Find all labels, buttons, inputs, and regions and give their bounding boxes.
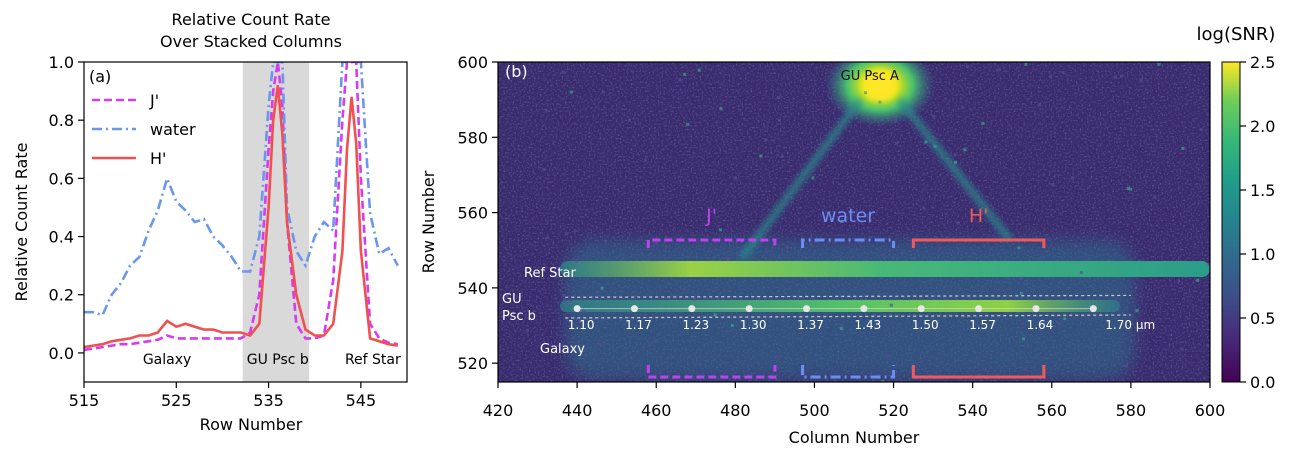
- panel-b-ytick-3: 580: [457, 128, 488, 147]
- panel-a-axes-frame: [83, 61, 408, 383]
- colorbar-tick-0: 0.0: [1250, 373, 1275, 392]
- panel-a-legend: J' water H': [92, 91, 196, 168]
- panel-b-axes-frame: [497, 61, 1211, 383]
- colorbar-tick-2: 1.0: [1250, 245, 1275, 264]
- panel-a-ytick-4: 0.8: [49, 111, 74, 130]
- panel-b-label: (b): [505, 62, 528, 81]
- wavelength-marker-6: [917, 305, 925, 313]
- panel-b-ytick-2: 560: [457, 204, 488, 223]
- panel-a-title-line2: Over Stacked Columns: [160, 32, 342, 51]
- heatmap-annotation-3: Psc b: [502, 309, 536, 324]
- region-label-1: GU Psc b: [247, 352, 309, 368]
- wavelength-label-9: 1.70 μm: [1105, 318, 1155, 332]
- panel-a-ytick-2: 0.4: [49, 228, 74, 247]
- wavelength-marker-4: [803, 305, 811, 313]
- panel-a-ylabel: Relative Count Rate: [12, 143, 31, 302]
- region-label-2: Ref Star: [345, 352, 401, 368]
- panel-b-xtick-4: 500: [799, 401, 830, 420]
- panel-b-xtick-6: 540: [957, 401, 988, 420]
- panel-b-ylabel: Row Number: [419, 170, 438, 273]
- wavelength-label-0: 1.10: [568, 318, 595, 332]
- legend-entry-0: J': [149, 91, 159, 110]
- filter-label-0: J': [705, 205, 717, 227]
- series-line-2: [84, 85, 398, 349]
- heatmap-annotation-2: GU: [502, 292, 522, 307]
- series-line-1: [84, 62, 399, 317]
- colorbar-tick-4: 2.0: [1250, 117, 1275, 136]
- panel-a-xtick-2: 535: [253, 391, 284, 410]
- series-line-0: [84, 62, 399, 352]
- guide-line-upper: [565, 294, 1131, 298]
- region-label-0: Galaxy: [143, 352, 191, 368]
- panel-b-xtick-5: 520: [878, 401, 909, 420]
- colorbar: [1221, 61, 1241, 383]
- panel-b-xtick-7: 560: [1037, 401, 1068, 420]
- filter-label-1: water: [821, 205, 875, 227]
- panel-a-ytick-3: 0.6: [49, 169, 74, 188]
- filter-bracket-top-2: [911, 238, 1046, 248]
- wavelength-label-6: 1.50: [912, 318, 939, 332]
- guide-line-lower: [565, 314, 1131, 319]
- wavelength-label-8: 1.64: [1027, 318, 1054, 332]
- panel-b-xlabel: Column Number: [789, 428, 920, 447]
- panel-b-xtick-0: 420: [483, 401, 514, 420]
- filter-bracket-bottom-1: [801, 365, 896, 379]
- wavelength-marker-8: [1032, 305, 1040, 313]
- wavelength-marker-0: [573, 305, 581, 313]
- panel-b-xtick-1: 440: [562, 401, 593, 420]
- wavelength-label-3: 1.30: [740, 318, 767, 332]
- panel-a: Relative Count Rate Over Stacked Columns…: [12, 10, 408, 434]
- filter-bracket-bottom-2: [911, 365, 1046, 379]
- diffraction-spike-left: [738, 97, 864, 261]
- filter-bracket-bottom-0: [646, 365, 777, 379]
- filter-label-2: H': [969, 205, 989, 227]
- wavelength-label-7: 1.57: [969, 318, 996, 332]
- diffraction-spike-right: [896, 97, 1014, 243]
- panel-b-xtick-3: 480: [720, 401, 751, 420]
- panel-a-ytick-1: 0.2: [49, 286, 74, 305]
- panel-b-xtick-9: 600: [1195, 401, 1226, 420]
- filter-bracket-top-1: [801, 238, 896, 248]
- legend-entry-1: water: [150, 120, 196, 139]
- colorbar-tick-5: 2.5: [1250, 53, 1275, 72]
- colorbar-tick-1: 0.5: [1250, 309, 1275, 328]
- wavelength-label-4: 1.37: [797, 318, 824, 332]
- wavelength-label-1: 1.17: [625, 318, 652, 332]
- wavelength-marker-7: [975, 305, 983, 313]
- heatmap-annotation-1: Ref Star: [524, 266, 576, 281]
- wavelength-label-5: 1.43: [855, 318, 882, 332]
- ref-star-trace: [560, 261, 1210, 277]
- panel-a-xtick-0: 515: [69, 391, 100, 410]
- panel-b-ytick-1: 540: [457, 279, 488, 298]
- gu-psc-a-core: [862, 69, 898, 101]
- panel-a-label: (a): [89, 67, 111, 86]
- wavelength-marker-5: [860, 305, 868, 313]
- panel-b-xtick-2: 460: [641, 401, 672, 420]
- heatmap-annotation-0: GU Psc A: [841, 69, 899, 84]
- wavelength-marker-1: [630, 305, 638, 313]
- wavelength-marker-3: [745, 305, 753, 313]
- panel-b-ytick-0: 520: [457, 354, 488, 373]
- panel-a-ytick-0: 0.0: [49, 344, 74, 363]
- wavelength-marker-9: [1089, 305, 1097, 313]
- heatmap-annotation-4: Galaxy: [540, 342, 585, 357]
- panel-a-xtick-1: 525: [161, 391, 192, 410]
- legend-entry-2: H': [150, 149, 166, 168]
- wavelength-marker-2: [688, 305, 696, 313]
- panel-a-xtick-3: 545: [346, 391, 377, 410]
- panel-b-ytick-4: 600: [457, 53, 488, 72]
- panel-a-ytick-5: 1.0: [49, 53, 74, 72]
- panel-b: J' water H' 1.10 1.17 1.23 1.30 1.37 1.43 1.50 1.…: [419, 24, 1275, 447]
- panel-a-title-line1: Relative Count Rate: [172, 10, 331, 29]
- colorbar-tick-3: 1.5: [1250, 181, 1275, 200]
- wavelength-label-2: 1.23: [682, 318, 709, 332]
- panel-b-xtick-8: 580: [1116, 401, 1147, 420]
- filter-bracket-top-0: [646, 238, 777, 248]
- colorbar-label: log(SNR): [1197, 24, 1276, 45]
- panel-a-xlabel: Row Number: [200, 415, 303, 434]
